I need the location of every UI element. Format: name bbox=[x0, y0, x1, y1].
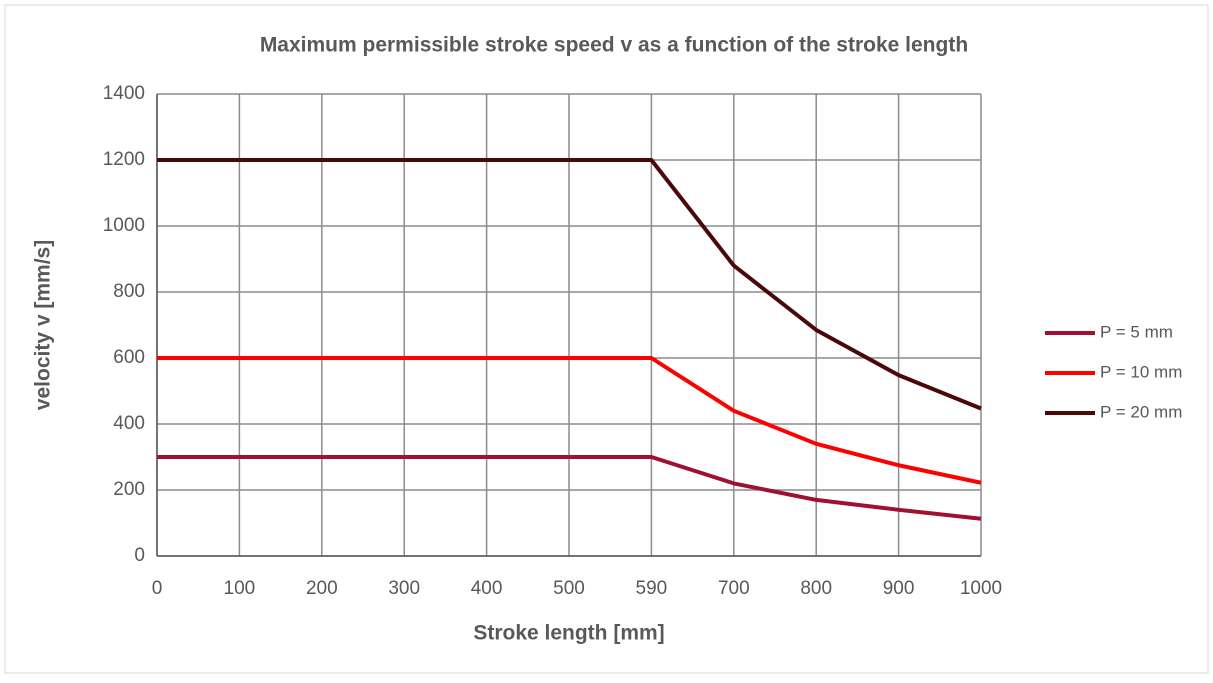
x-tick-label: 700 bbox=[718, 578, 750, 599]
x-tick-label: 100 bbox=[224, 578, 256, 599]
y-tick-label: 200 bbox=[113, 479, 145, 500]
y-tick-label: 1200 bbox=[103, 149, 145, 170]
x-tick-label: 900 bbox=[883, 578, 915, 599]
x-axis-label: Stroke length [mm] bbox=[473, 622, 664, 645]
y-tick-label: 1000 bbox=[103, 215, 145, 236]
x-tick-label: 200 bbox=[306, 578, 338, 599]
chart-title: Maximum permissible stroke speed v as a … bbox=[260, 34, 968, 57]
y-tick-label: 0 bbox=[134, 545, 145, 566]
y-tick-label: 400 bbox=[113, 413, 145, 434]
x-tick-label: 0 bbox=[152, 578, 163, 599]
chart-frame bbox=[4, 4, 1209, 674]
legend-label: P = 10 mm bbox=[1100, 362, 1182, 381]
series-line bbox=[157, 158, 982, 411]
x-tick-label: 1000 bbox=[960, 578, 1002, 599]
series-line bbox=[157, 356, 982, 485]
legend-label: P = 20 mm bbox=[1100, 402, 1182, 421]
x-tick-label: 590 bbox=[636, 578, 668, 599]
y-tick-label: 600 bbox=[113, 347, 145, 368]
x-tick-label: 800 bbox=[800, 578, 832, 599]
legend-label: P = 5 mm bbox=[1100, 322, 1173, 341]
y-tick-label: 800 bbox=[113, 281, 145, 302]
x-tick-label: 500 bbox=[553, 578, 585, 599]
y-tick-label: 1400 bbox=[103, 83, 145, 104]
y-axis-label: velocity v [mm/s] bbox=[32, 240, 55, 410]
x-tick-label: 300 bbox=[388, 578, 420, 599]
series-line bbox=[157, 455, 982, 521]
x-tick-label: 400 bbox=[471, 578, 503, 599]
